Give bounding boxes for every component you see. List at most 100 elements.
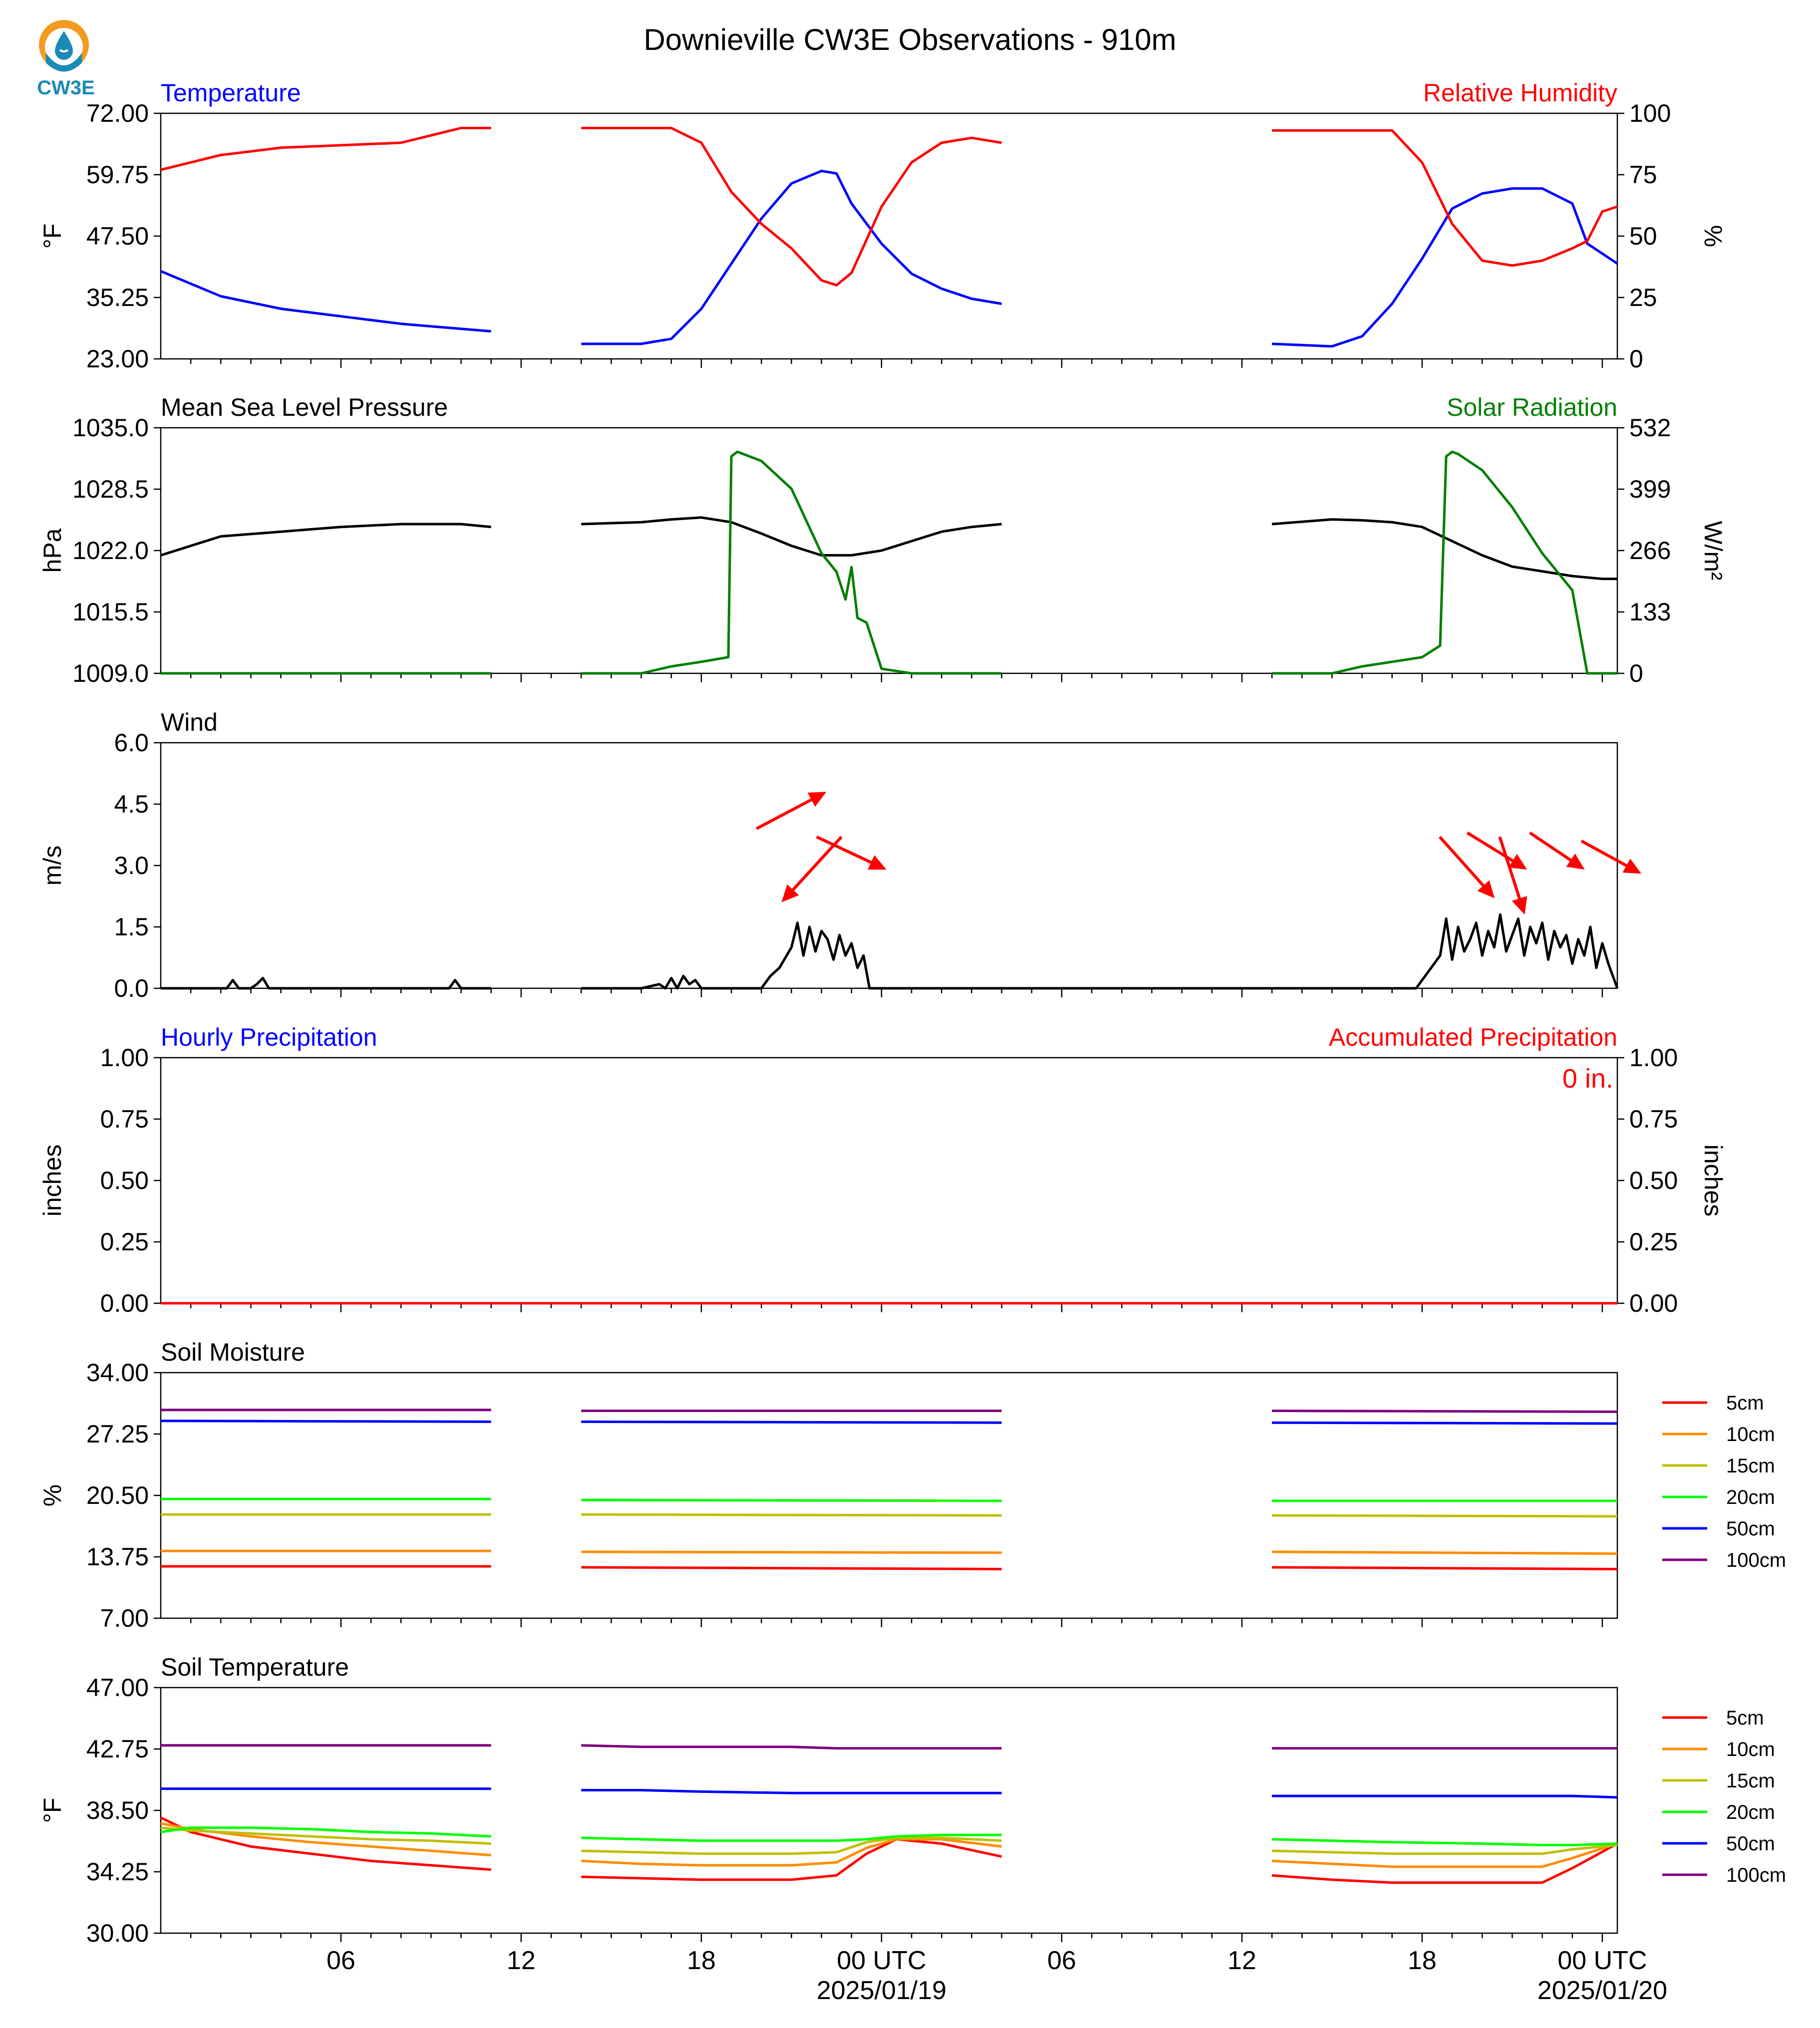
series-line-3	[161, 1513, 1618, 1518]
legend-label: 50cm	[1726, 1518, 1775, 1540]
y-tick-label: 3.0	[114, 852, 149, 879]
wind-arrow-head	[1622, 859, 1641, 874]
x-date-label: 2025/01/19	[817, 1976, 946, 2005]
y2-tick-label: 1.00	[1629, 1044, 1678, 1072]
series-line-2	[160, 127, 1618, 287]
y-tick-label: 34.25	[86, 1858, 149, 1886]
wind-arrow-head	[1477, 880, 1495, 898]
legend-label: 5cm	[1726, 1392, 1764, 1414]
x-tick-label: 18	[1408, 1946, 1437, 1975]
series-line-5	[161, 1787, 1618, 1799]
y-tick-label: 72.00	[86, 99, 149, 127]
y2-tick-label: 0	[1629, 345, 1643, 373]
y-axis-label: m/s	[38, 846, 66, 886]
y2-tick-label: 0.50	[1629, 1166, 1678, 1194]
cw3e-logo: CW3E	[31, 18, 101, 103]
wind-arrow-shaft	[1580, 840, 1627, 867]
x-tick-label: 06	[1047, 1946, 1076, 1975]
series-line-4	[160, 1826, 1618, 1846]
y-tick-label: 27.25	[86, 1420, 149, 1448]
x-tick-label: 12	[507, 1946, 536, 1975]
figure-title: Downieville CW3E Observations - 910m	[643, 23, 1176, 56]
series-line-1	[161, 913, 1619, 990]
y-tick-label: 0.0	[114, 974, 149, 1002]
x-tick-label: 00 UTC	[837, 1946, 926, 1975]
y-tick-label: 47.00	[86, 1674, 149, 1702]
wind-arrow-head	[1566, 854, 1585, 870]
legend-label: 50cm	[1726, 1833, 1775, 1855]
y2-tick-label: 50	[1629, 222, 1657, 250]
y2-tick-label: 133	[1629, 598, 1671, 626]
legend: 5cm 10cm 15cm 20cm 50cm 100cm	[1662, 1707, 1786, 1886]
y-tick-label: 0.75	[100, 1105, 149, 1133]
series-line-1	[160, 170, 1618, 348]
y2-tick-label: 0	[1629, 659, 1643, 687]
y-tick-label: 6.0	[114, 729, 149, 757]
wind-arrow-shaft	[1528, 831, 1572, 862]
y-axis-label: hPa	[38, 528, 66, 573]
wind-arrow	[816, 835, 887, 870]
series-line-2	[160, 1822, 1618, 1868]
y2-tick-label: 399	[1629, 475, 1671, 503]
panel-5: 34.00 27.25 20.50 13.75 7.00 Soil Moisture% 5c…	[38, 1338, 1786, 1632]
legend: 5cm 10cm 15cm 20cm 50cm 100cm	[1662, 1392, 1786, 1571]
panel-title-left: Hourly Precipitation	[161, 1023, 377, 1051]
wind-arrow-shaft	[756, 798, 812, 830]
panel-4: 1.00 0.75 0.50 0.25 0.00 1.00 0.75 0.50 0.25 0.00…	[38, 1023, 1727, 1317]
precip-total-annotation: 0 in.	[1562, 1064, 1613, 1094]
legend-label: 15cm	[1726, 1770, 1775, 1792]
logo-text: CW3E	[37, 77, 95, 99]
wind-arrow	[1528, 831, 1585, 870]
wind-arrow	[781, 836, 843, 902]
panel-title-right: Solar Radiation	[1447, 393, 1617, 421]
series-line-5	[160, 1420, 1618, 1425]
panel-title-left: Wind	[161, 708, 218, 736]
legend-label: 100cm	[1726, 1549, 1786, 1571]
series-line-1	[160, 516, 1617, 580]
series-line-2	[161, 450, 1617, 675]
y-tick-label: 0.00	[100, 1289, 149, 1317]
y-tick-label: 23.00	[86, 345, 149, 373]
y2-axis-label: W/m²	[1699, 521, 1727, 580]
series-line-4	[161, 1497, 1617, 1502]
wind-arrow-head	[807, 792, 827, 807]
x-tick-label: 00 UTC	[1557, 1946, 1647, 1975]
y2-axis-label: inches	[1699, 1145, 1727, 1217]
y-tick-label: 13.75	[86, 1543, 149, 1571]
panel-3: 6.0 4.5 3.0 1.5 0.0 Wind m/s	[38, 708, 1641, 1002]
wind-arrow	[1466, 831, 1527, 870]
y-tick-label: 1015.5	[72, 598, 149, 626]
y-tick-label: 1035.0	[72, 414, 149, 442]
wind-arrow-shaft	[816, 835, 872, 864]
panel-title-right: Relative Humidity	[1423, 79, 1617, 107]
panel-1: 72.00 59.75 47.50 35.25 23.00 100 75 50 25 0 Tempe…	[38, 79, 1727, 373]
y-tick-label: 30.00	[86, 1919, 149, 1947]
panel-title-left: Soil Temperature	[161, 1653, 349, 1681]
y-tick-label: 1009.0	[72, 659, 149, 687]
y-axis-label: inches	[38, 1145, 66, 1217]
legend-label: 20cm	[1726, 1486, 1775, 1508]
y-tick-label: 47.50	[86, 222, 149, 250]
y-tick-label: 1.00	[100, 1044, 149, 1072]
series-line-6	[161, 1409, 1618, 1413]
legend-label: 10cm	[1726, 1424, 1775, 1446]
y-tick-label: 0.50	[100, 1166, 149, 1194]
y-tick-label: 1028.5	[72, 475, 149, 503]
wind-arrow-head	[1509, 854, 1527, 870]
panel-title-right: Accumulated Precipitation	[1329, 1023, 1617, 1051]
panel-title-left: Temperature	[161, 79, 301, 107]
legend-label: 100cm	[1726, 1864, 1786, 1886]
panel-title-left: Soil Moisture	[161, 1338, 305, 1366]
cw3e-logo-icon	[39, 20, 89, 72]
panel-title-left: Mean Sea Level Pressure	[161, 393, 448, 421]
plot-frame	[160, 1057, 1618, 1304]
y-tick-label: 59.75	[86, 161, 149, 189]
plot-frame	[160, 1687, 1618, 1934]
plot-frame	[160, 427, 1618, 674]
x-tick-label: 06	[326, 1946, 355, 1975]
panel-6: 47.00 42.75 38.50 34.25 30.00 Soil Temperatur…	[38, 1653, 1786, 1947]
x-date-label: 2025/01/20	[1537, 1976, 1667, 2005]
legend-label: 20cm	[1726, 1801, 1775, 1823]
